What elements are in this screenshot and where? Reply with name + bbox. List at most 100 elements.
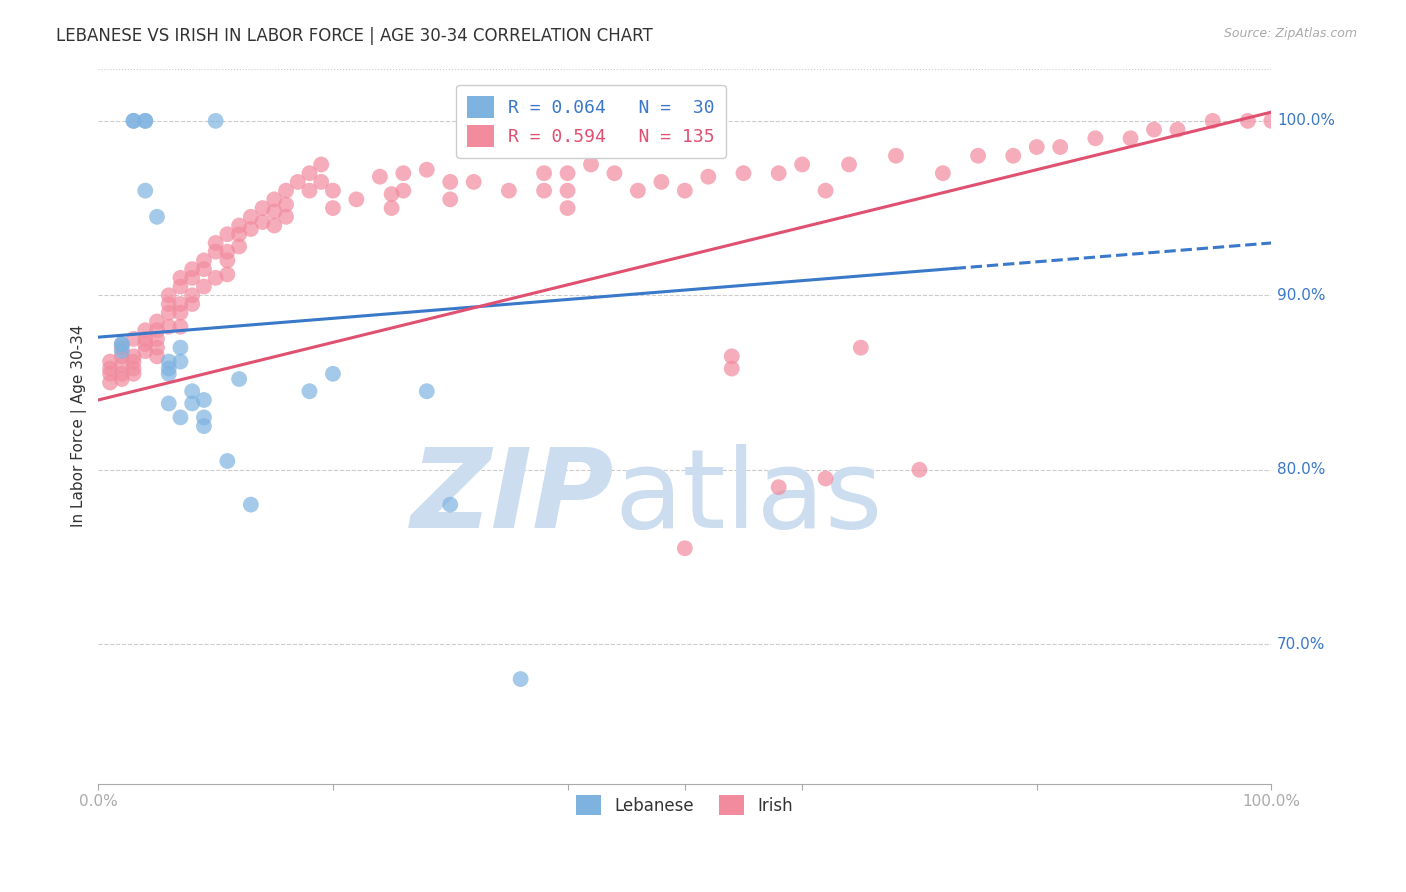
Point [111, 367, 134, 381]
Point [146, 341, 169, 355]
Point [1119, 131, 1142, 145]
Point [217, 227, 239, 242]
Point [627, 184, 650, 198]
Point [146, 323, 169, 337]
Point [849, 341, 872, 355]
Point [603, 166, 626, 180]
Point [263, 204, 285, 219]
Point [228, 227, 250, 242]
Point [1084, 131, 1107, 145]
Point [1237, 113, 1260, 128]
Point [157, 367, 180, 381]
Point [416, 162, 439, 177]
Point [122, 367, 145, 381]
Point [1143, 122, 1166, 136]
Point [134, 332, 156, 346]
Point [557, 166, 579, 180]
Point [792, 157, 814, 171]
Point [579, 157, 602, 171]
Point [122, 354, 145, 368]
Point [193, 279, 215, 293]
Text: 70.0%: 70.0% [1277, 637, 1326, 652]
Point [381, 187, 404, 202]
Point [322, 201, 344, 215]
Point [111, 344, 134, 359]
Point [1025, 140, 1047, 154]
Point [98, 367, 121, 381]
Point [111, 337, 134, 351]
Point [169, 410, 191, 425]
Point [322, 184, 344, 198]
Point [111, 372, 134, 386]
Point [908, 463, 931, 477]
Point [169, 279, 191, 293]
Point [98, 361, 121, 376]
Point [204, 244, 226, 259]
Point [169, 297, 191, 311]
Point [217, 253, 239, 268]
Point [416, 384, 439, 399]
Point [298, 384, 321, 399]
Point [309, 175, 332, 189]
Point [169, 319, 191, 334]
Point [193, 262, 215, 277]
Point [146, 332, 169, 346]
Point [439, 498, 461, 512]
Text: 90.0%: 90.0% [1277, 288, 1326, 302]
Point [122, 349, 145, 363]
Point [134, 113, 156, 128]
Point [533, 166, 555, 180]
Point [392, 166, 415, 180]
Point [768, 166, 790, 180]
Point [1049, 140, 1071, 154]
Point [134, 344, 156, 359]
Point [134, 113, 156, 128]
Y-axis label: In Labor Force | Age 30-34: In Labor Force | Age 30-34 [72, 325, 87, 527]
Point [932, 166, 955, 180]
Point [193, 392, 215, 407]
Point [1002, 149, 1025, 163]
Point [111, 358, 134, 372]
Point [181, 384, 204, 399]
Point [298, 184, 321, 198]
Point [768, 480, 790, 494]
Point [193, 419, 215, 434]
Point [146, 314, 169, 328]
Point [439, 192, 461, 206]
Text: atlas: atlas [614, 444, 883, 551]
Point [169, 354, 191, 368]
Point [181, 270, 204, 285]
Point [838, 157, 860, 171]
Point [720, 349, 742, 363]
Point [204, 270, 226, 285]
Point [111, 341, 134, 355]
Point [720, 361, 742, 376]
Point [967, 149, 990, 163]
Legend: Lebanese, Irish: Lebanese, Irish [567, 785, 803, 825]
Point [344, 192, 367, 206]
Text: 100.0%: 100.0% [1277, 113, 1336, 128]
Point [146, 210, 169, 224]
Point [673, 184, 696, 198]
Point [263, 219, 285, 233]
Point [122, 113, 145, 128]
Text: ZIP: ZIP [411, 444, 614, 551]
Point [252, 201, 274, 215]
Point [217, 454, 239, 468]
Text: LEBANESE VS IRISH IN LABOR FORCE | AGE 30-34 CORRELATION CHART: LEBANESE VS IRISH IN LABOR FORCE | AGE 3… [56, 27, 652, 45]
Point [146, 349, 169, 363]
Point [122, 113, 145, 128]
Point [509, 672, 531, 686]
Point [204, 113, 226, 128]
Point [181, 262, 204, 277]
Point [1201, 113, 1223, 128]
Point [193, 253, 215, 268]
Point [697, 169, 720, 184]
Text: Source: ZipAtlas.com: Source: ZipAtlas.com [1223, 27, 1357, 40]
Point [228, 372, 250, 386]
Point [274, 184, 297, 198]
Point [157, 361, 180, 376]
Text: 80.0%: 80.0% [1277, 462, 1326, 477]
Point [111, 349, 134, 363]
Point [533, 184, 555, 198]
